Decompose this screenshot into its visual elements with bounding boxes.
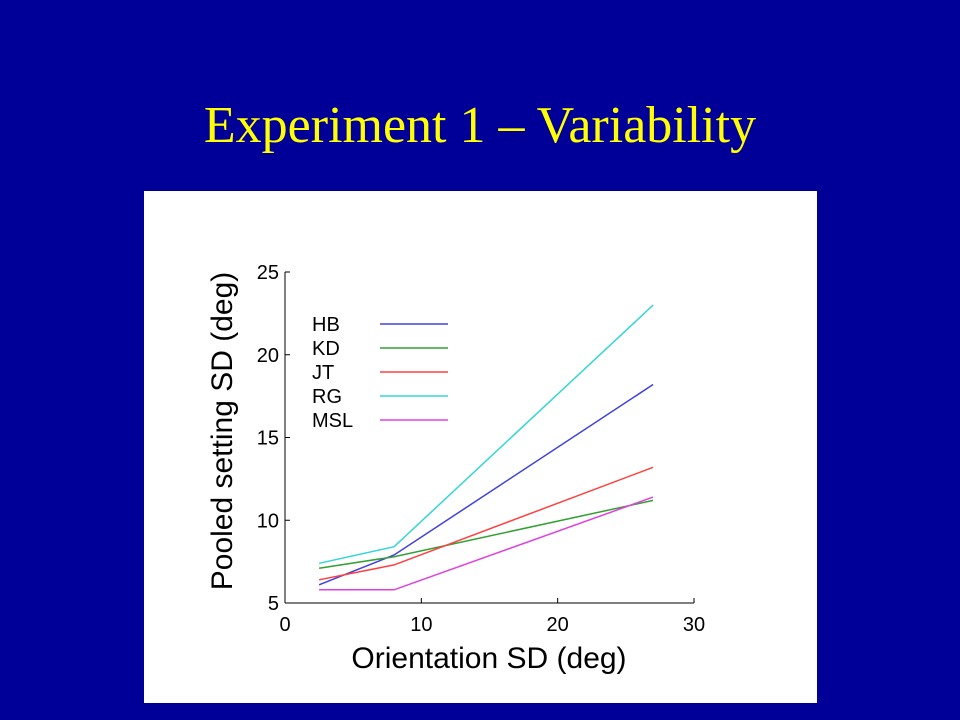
legend-label-rg: RG: [312, 386, 342, 408]
series-line-msl: [319, 496, 654, 591]
x-axis-title: Orientation SD (deg): [351, 642, 626, 675]
y-tick-label: 5: [268, 593, 279, 615]
x-tick-label: 30: [683, 614, 705, 636]
chart-series: [318, 304, 654, 591]
y-tick-label: 20: [257, 345, 279, 367]
series-line-kd: [318, 499, 654, 569]
legend-label-kd: KD: [312, 338, 340, 360]
y-tick-label: 10: [257, 510, 279, 532]
series-line-rg: [318, 304, 654, 565]
slide-title: Experiment 1 – Variability: [203, 97, 757, 154]
legend-label-msl: MSL: [312, 410, 353, 432]
x-tick-label: 0: [279, 614, 290, 636]
legend-label-hb: HB: [312, 314, 340, 336]
y-axis-title: Pooled setting SD (deg): [206, 272, 239, 591]
y-tick-label: 15: [257, 428, 279, 450]
x-tick-label: 20: [547, 614, 569, 636]
chart-panel: 0 10 20 30 5 10 15 20 25 HB KD JT RG MSL Orientation…: [144, 191, 817, 703]
series-line-jt: [318, 466, 654, 581]
legend-label-jt: JT: [312, 362, 334, 384]
y-tick-label: 25: [257, 262, 279, 284]
series-line-hb: [318, 383, 654, 586]
x-tick-label: 10: [410, 614, 432, 636]
chart-axes: 0 10 20 30 5 10 15 20 25: [257, 262, 705, 636]
